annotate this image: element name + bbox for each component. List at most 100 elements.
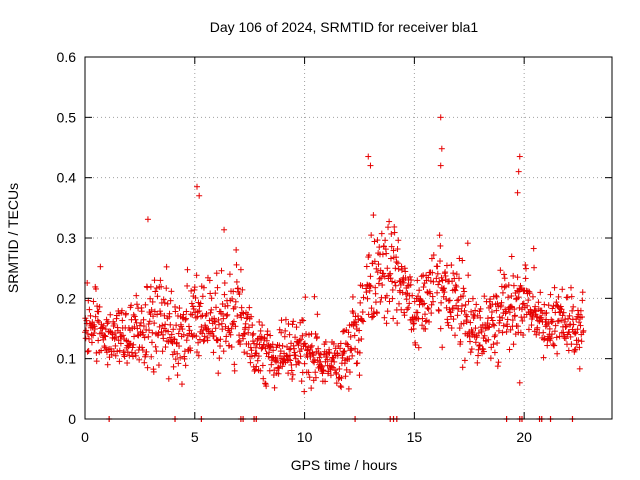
data-point <box>515 294 522 301</box>
data-point <box>145 333 152 340</box>
data-point <box>90 298 97 305</box>
data-point <box>259 322 266 329</box>
data-point <box>439 277 446 284</box>
data-point <box>245 329 252 336</box>
data-point <box>217 336 224 343</box>
data-point <box>242 320 249 327</box>
data-point <box>570 321 577 328</box>
data-point <box>429 269 436 276</box>
data-point <box>188 287 195 294</box>
data-point <box>153 348 160 355</box>
data-point <box>458 302 465 309</box>
data-point <box>375 280 382 287</box>
data-point <box>414 277 421 284</box>
data-point <box>558 317 565 324</box>
data-point <box>419 315 426 322</box>
data-point <box>271 367 278 374</box>
data-point <box>368 305 375 312</box>
data-point <box>373 265 380 272</box>
data-point <box>378 230 385 237</box>
data-point <box>495 359 502 366</box>
data-point <box>576 344 583 351</box>
data-point <box>467 319 474 326</box>
data-point <box>228 325 235 332</box>
data-point <box>330 340 337 347</box>
data-point <box>124 359 131 366</box>
peak-point <box>365 153 372 160</box>
data-point <box>149 329 156 336</box>
data-point <box>411 320 418 327</box>
data-point <box>301 340 308 347</box>
data-point <box>413 315 420 322</box>
data-point <box>206 277 213 284</box>
data-point <box>408 277 415 284</box>
data-point <box>180 331 187 338</box>
data-point <box>363 289 370 296</box>
data-point <box>538 314 545 321</box>
data-point <box>393 258 400 265</box>
data-point <box>286 331 293 338</box>
data-point <box>113 334 120 341</box>
data-point <box>430 298 437 305</box>
data-point <box>238 314 245 321</box>
data-point <box>213 304 220 311</box>
data-point <box>383 320 390 327</box>
data-point <box>438 274 445 281</box>
data-point <box>230 318 237 325</box>
data-point <box>298 378 305 385</box>
data-point <box>116 347 123 354</box>
data-point <box>477 305 484 312</box>
data-point <box>540 329 547 336</box>
data-point <box>195 352 202 359</box>
data-point <box>531 307 538 314</box>
data-point <box>391 279 398 286</box>
data-point <box>179 326 186 333</box>
data-point <box>409 292 416 299</box>
data-point <box>480 348 487 355</box>
data-point <box>141 334 148 341</box>
peak-point <box>438 145 445 152</box>
data-point <box>246 304 253 311</box>
data-point <box>310 352 317 359</box>
data-point <box>363 263 370 270</box>
data-point <box>208 295 215 302</box>
data-point <box>278 317 285 324</box>
data-point <box>488 314 495 321</box>
data-point <box>92 313 99 320</box>
data-point <box>577 322 584 329</box>
data-point <box>269 341 276 348</box>
data-point <box>289 375 296 382</box>
y-axis-title: SRMTID / TECUs <box>5 183 21 293</box>
data-point <box>391 223 398 230</box>
data-point <box>158 283 165 290</box>
data-point <box>538 307 545 314</box>
grid-lines <box>85 57 612 419</box>
data-point <box>365 311 372 318</box>
data-point <box>437 325 444 332</box>
data-point <box>576 365 583 372</box>
data-point <box>293 324 300 331</box>
data-point <box>94 303 101 310</box>
data-point <box>469 295 476 302</box>
data-point <box>196 336 203 343</box>
data-point <box>170 363 177 370</box>
data-point <box>475 352 482 359</box>
data-point <box>237 341 244 348</box>
data-point <box>194 308 201 315</box>
data-point <box>233 261 240 268</box>
data-point <box>490 341 497 348</box>
data-point <box>275 370 282 377</box>
data-point <box>167 297 174 304</box>
data-point <box>487 355 494 362</box>
data-point <box>312 369 319 376</box>
data-point <box>428 255 435 262</box>
data-point <box>510 282 517 289</box>
data-point <box>371 238 378 245</box>
data-point <box>434 270 441 277</box>
peak-point <box>516 379 523 386</box>
data-point <box>499 314 506 321</box>
data-point <box>262 380 269 387</box>
data-point <box>252 344 259 351</box>
data-point <box>256 318 263 325</box>
data-point <box>172 356 179 363</box>
